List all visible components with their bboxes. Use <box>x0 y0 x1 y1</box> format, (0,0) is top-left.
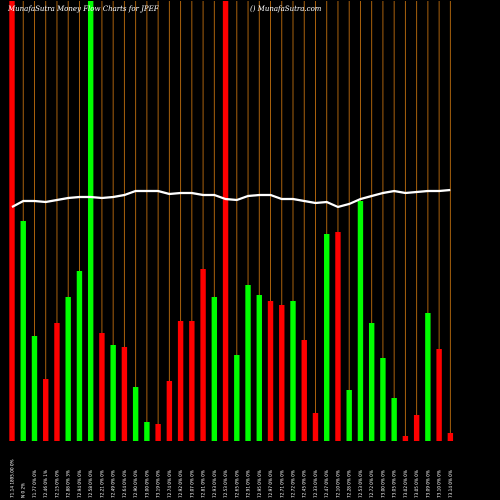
money-flow-bar <box>166 381 173 441</box>
money-flow-bar <box>436 349 442 441</box>
money-flow-bar <box>155 424 161 441</box>
x-tick-label: 73.07 0% 0% <box>189 470 194 498</box>
money-flow-bar <box>189 321 195 441</box>
money-flow-bar <box>121 347 128 441</box>
x-tick-label: 73.14 0% 0% <box>448 470 453 498</box>
x-tick-label: 73.00 0% 0% <box>380 470 385 498</box>
x-tick-label: 72.88 0% 3% <box>66 470 71 498</box>
money-flow-bar <box>54 323 60 441</box>
x-tick-label: 73.00 0% 0% <box>144 470 149 498</box>
x-tick-label: 72.45 0% 0% <box>302 470 307 498</box>
money-flow-bar <box>301 340 307 441</box>
x-tick-label: 72.53 0% 0% <box>358 470 363 498</box>
money-flow-bar <box>76 271 83 441</box>
x-tick-label: 71.77 0% 0% <box>32 470 37 498</box>
x-tick-label: 72.58 0% 0% <box>88 470 93 498</box>
x-tick-label: 72.65 0% 0% <box>234 470 239 498</box>
x-tick-label: 72.33 0% 0% <box>313 470 318 498</box>
bars <box>9 1 454 441</box>
money-flow-bar <box>211 297 218 441</box>
money-flow-bar <box>346 390 352 441</box>
x-tick-label: 73.02 0% 0% <box>403 470 408 498</box>
chart-title: MunafaSutra Money Flow Charts for JPEF <box>8 5 159 13</box>
money-flow-bar <box>110 345 116 441</box>
x-tick-label: 72.71 0% 0% <box>279 470 284 498</box>
x-tick-label: 72.10 0% 0% <box>335 470 340 498</box>
x-tick-label: 71.14 1895.00 0% <box>10 459 15 498</box>
x-tick-labels: 71.14 1895.00 0% N 0 2% 71.77 0% 0% 72.46 0… <box>10 459 453 498</box>
x-tick-label: 72.90 0% 0% <box>133 470 138 498</box>
x-tick-label: 73.19 0% 0% <box>156 470 161 498</box>
money-flow-bar <box>234 355 240 441</box>
x-tick-label: 72.49 0% 0% <box>111 470 116 498</box>
x-tick-label: 72.95 0% 0% <box>257 470 262 498</box>
money-flow-bar <box>256 295 262 441</box>
money-flow-bar <box>65 297 71 441</box>
money-flow-bar <box>144 422 150 441</box>
x-tick-label: 73.10 0% 0% <box>437 470 442 498</box>
money-flow-bar <box>87 1 94 441</box>
money-flow-bar <box>357 201 364 441</box>
x-tick-label: 72.92 0% 0% <box>178 470 183 498</box>
money-flow-bar <box>290 301 296 441</box>
x-tick-label: 72.15 0% 0% <box>54 470 59 498</box>
x-tick-label: 72.94 0% 0% <box>77 470 82 498</box>
x-tick-label: 73.05 0% 0% <box>392 470 397 498</box>
money-flow-bar <box>391 398 397 441</box>
x-tick-label: 72.72 0% 0% <box>369 470 374 498</box>
money-flow-bar <box>245 285 251 441</box>
money-flow-bar <box>267 301 274 441</box>
x-tick-label: 72.97 0% 0% <box>268 470 273 498</box>
money-flow-bar <box>222 1 229 441</box>
x-tick-label: 72.28 0% 0% <box>347 470 352 498</box>
x-tick-label: 73.09 0% 0% <box>425 470 430 498</box>
money-flow-bar <box>132 387 139 441</box>
x-tick-label: 72.21 0% 0% <box>99 470 104 498</box>
x-tick-label: 72.74 0% 0% <box>167 470 172 498</box>
x-tick-label: 72.72 0% 0% <box>291 470 296 498</box>
price-line <box>11 188 451 209</box>
money-flow-bar <box>31 336 38 441</box>
x-tick-label: N 0 2% <box>21 483 26 498</box>
money-flow-bar <box>402 436 409 441</box>
money-flow-bar <box>425 313 431 441</box>
money-flow-bar <box>368 323 375 441</box>
site-credit: () MunafaSutra.com <box>250 5 322 13</box>
money-flow-bar <box>335 232 341 441</box>
money-flow-bar <box>177 321 184 441</box>
money-flow-bar <box>200 269 206 441</box>
money-flow-bar <box>279 305 285 441</box>
x-tick-label: 72.53 0% 0% <box>223 470 228 498</box>
money-flow-bar <box>447 433 454 441</box>
money-flow-bar <box>324 234 330 441</box>
money-flow-bar <box>312 413 319 441</box>
x-tick-label: 72.91 0% 0% <box>246 470 251 498</box>
money-flow-bar <box>413 415 420 441</box>
money-flow-bar <box>20 221 26 441</box>
x-tick-label: 72.47 0% 0% <box>324 470 329 498</box>
money-flow-bar <box>9 1 15 441</box>
x-tick-label: 73.05 0% 0% <box>414 470 419 498</box>
money-flow-bar <box>43 379 49 441</box>
x-tick-label: 72.81 0% 0% <box>201 470 206 498</box>
x-tick-label: 72.64 0% 0% <box>122 470 127 498</box>
money-flow-bar <box>99 333 105 441</box>
money-flow-bar <box>380 358 386 441</box>
x-tick-label: 72.93 0% 0% <box>212 470 217 498</box>
x-tick-label: 72.46 0% 1% <box>43 470 48 498</box>
price-line-path <box>11 188 451 209</box>
